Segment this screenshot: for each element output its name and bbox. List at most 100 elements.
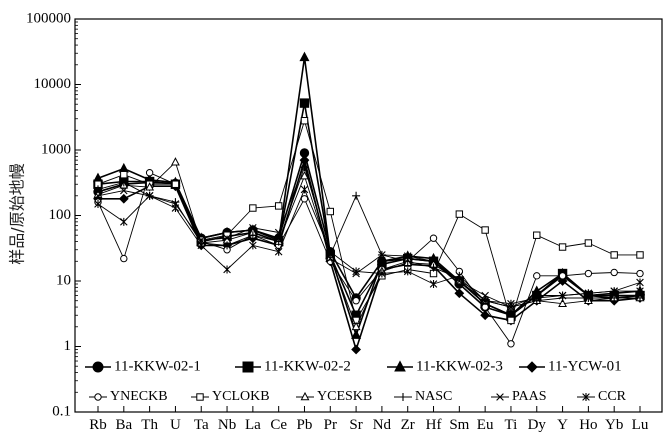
legend-item: PAAS	[491, 389, 547, 404]
legend-item: YNECKB	[89, 389, 168, 404]
y-tick-label: 100	[49, 207, 72, 223]
data-point	[351, 329, 362, 339]
data-point	[584, 239, 593, 247]
legend-item: 11-KKW-02-2	[235, 358, 351, 374]
data-point	[481, 226, 489, 234]
x-tick-label: Sr	[349, 417, 362, 433]
legend-marker	[394, 360, 406, 372]
data-point	[171, 204, 180, 213]
legend-label: YCLOKB	[212, 389, 270, 404]
x-tick-label: Nd	[373, 417, 392, 433]
x-tick-label: Lu	[632, 417, 649, 433]
legend-label: YNECKB	[110, 389, 168, 404]
legend-marker	[242, 361, 254, 373]
data-point	[249, 204, 257, 212]
x-tick-label: Rb	[89, 417, 107, 433]
data-point	[403, 257, 412, 266]
x-tick-label: Dy	[528, 417, 547, 433]
y-tick-label: 10000	[34, 76, 72, 92]
legend-label: 11-YCW-01	[548, 358, 622, 374]
data-point	[636, 294, 644, 303]
legend-item: CCR	[577, 389, 627, 404]
data-point	[403, 252, 412, 260]
data-point	[120, 186, 128, 195]
x-tick-label: Ba	[115, 417, 132, 433]
data-point	[610, 287, 618, 296]
legend-label: YCESKB	[317, 389, 372, 404]
data-point	[118, 193, 129, 204]
data-point	[429, 279, 438, 288]
x-tick-label: Hf	[426, 417, 442, 433]
data-point	[223, 234, 231, 243]
data-point	[119, 178, 128, 187]
x-tick-label: Th	[141, 417, 158, 433]
data-point	[171, 180, 180, 188]
legend-label: 11-KKW-02-1	[114, 358, 201, 374]
data-point	[299, 98, 310, 108]
y-tick-label: 1000	[41, 141, 71, 157]
y-tick-label: 10	[56, 272, 71, 288]
data-point	[94, 185, 102, 194]
data-point	[145, 169, 154, 177]
data-point	[94, 199, 102, 208]
legend-marker	[196, 393, 204, 401]
legend-marker	[300, 391, 310, 401]
data-point	[197, 241, 206, 250]
data-point	[352, 267, 360, 276]
data-point	[274, 237, 283, 246]
data-point	[636, 251, 644, 259]
x-tick-label: Yb	[605, 417, 623, 433]
legend-marker	[399, 393, 407, 401]
data-point	[454, 288, 465, 299]
legend-marker	[526, 361, 538, 373]
legend-marker	[582, 393, 590, 401]
legend-marker	[496, 393, 504, 401]
legend-item: 11-KKW-02-3	[387, 358, 503, 374]
data-point	[636, 287, 644, 295]
data-point	[610, 294, 619, 303]
data-point	[584, 289, 593, 298]
data-point	[378, 251, 386, 259]
data-point	[326, 247, 335, 256]
y-axis-title: 样品/原始地幔	[8, 163, 27, 264]
legend-label: PAAS	[512, 389, 547, 404]
data-point	[249, 223, 257, 232]
data-point	[533, 231, 541, 239]
data-point	[274, 228, 283, 237]
series-line	[98, 159, 641, 351]
series-layer	[92, 51, 646, 355]
data-point	[352, 191, 361, 200]
data-point	[481, 296, 489, 305]
x-tick-label: Ho	[579, 417, 597, 433]
data-point	[326, 207, 334, 216]
data-point	[352, 297, 360, 305]
legend-label: 11-KKW-02-2	[264, 358, 351, 374]
y-tick-label: 100000	[26, 10, 71, 26]
data-point	[248, 231, 257, 240]
data-point	[223, 241, 232, 250]
data-point	[300, 117, 309, 125]
data-point	[300, 170, 309, 180]
legend-label: NASC	[415, 389, 452, 404]
data-point	[584, 269, 593, 278]
data-point	[480, 310, 491, 321]
data-point	[455, 271, 464, 280]
legend-item: NASC	[394, 389, 452, 404]
series-line	[97, 164, 640, 308]
legend-layer: 11-KKW-02-1 11-KKW-02-2 11-KKW-02-3 11-YCW-…	[85, 358, 627, 404]
data-point	[507, 340, 515, 348]
x-tick-label: Eu	[477, 417, 494, 433]
legend-item: 11-YCW-01	[519, 358, 622, 374]
data-point	[120, 217, 128, 226]
data-point	[223, 265, 231, 274]
data-point	[636, 269, 644, 278]
data-point	[170, 157, 180, 166]
data-point	[300, 185, 309, 194]
data-point	[120, 170, 128, 179]
data-point	[429, 263, 438, 272]
series-9	[94, 185, 644, 308]
x-tick-label: Zr	[401, 417, 415, 433]
